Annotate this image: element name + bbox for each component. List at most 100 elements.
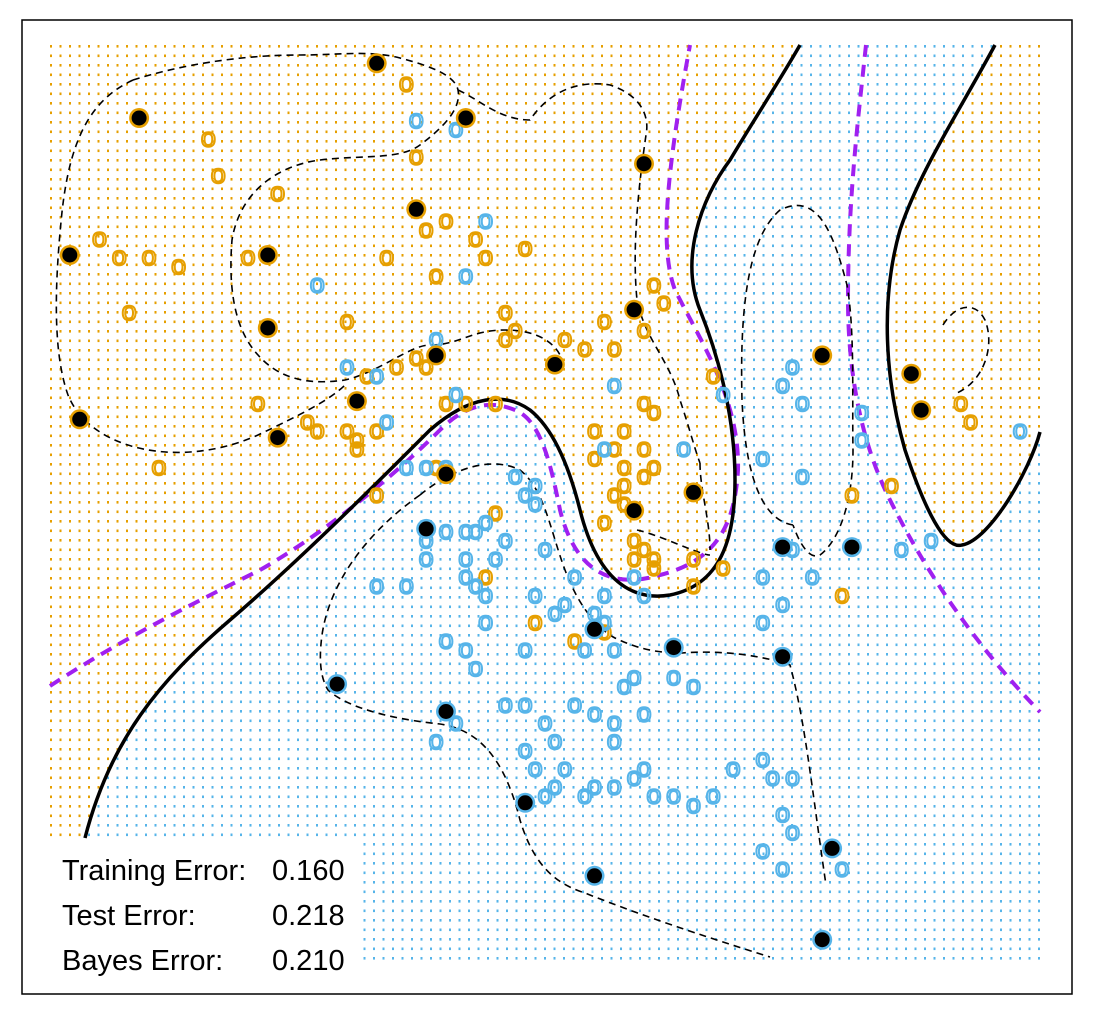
- grid-dot-blue: [914, 102, 917, 105]
- grid-dot-orange: [572, 339, 575, 343]
- grid-dot-orange: [297, 206, 299, 210]
- grid-dot-orange: [449, 83, 451, 86]
- grid-dot-blue: [1038, 472, 1040, 476]
- grid-dot-orange: [601, 330, 603, 333]
- grid-dot-blue: [762, 168, 765, 172]
- grid-dot-blue: [810, 45, 812, 48]
- grid-dot-blue: [924, 140, 926, 143]
- grid-dot-orange: [610, 482, 613, 485]
- grid-dot-orange: [686, 482, 689, 485]
- grid-dot-orange: [477, 320, 480, 324]
- grid-dot-orange: [363, 45, 366, 48]
- grid-dot-orange: [126, 301, 128, 305]
- grid-dot-orange: [971, 235, 974, 238]
- grid-dot-orange: [259, 206, 261, 210]
- grid-dot-orange: [401, 358, 404, 362]
- grid-dot-orange: [287, 168, 290, 172]
- grid-dot-orange: [126, 320, 128, 324]
- grid-dot-orange: [629, 73, 632, 77]
- grid-dot-blue: [477, 472, 480, 476]
- grid-dot-orange: [971, 387, 974, 390]
- grid-dot-orange: [230, 292, 233, 295]
- grid-dot-blue: [829, 396, 831, 400]
- grid-dot-blue: [810, 349, 812, 352]
- grid-dot-orange: [990, 263, 993, 267]
- grid-dot-blue: [867, 244, 869, 248]
- grid-dot-orange: [1009, 92, 1012, 96]
- grid-dot-orange: [1000, 140, 1002, 143]
- grid-dot-orange: [306, 121, 309, 124]
- grid-dot-orange: [610, 92, 613, 96]
- grid-dot-orange: [715, 64, 717, 67]
- grid-dot-orange: [173, 121, 176, 124]
- grid-dot-blue: [420, 472, 423, 476]
- grid-dot-orange: [335, 178, 337, 181]
- grid-dot-blue: [905, 121, 907, 124]
- grid-dot-orange: [278, 415, 280, 419]
- grid-dot-orange: [667, 121, 670, 124]
- grid-dot-orange: [382, 282, 385, 286]
- grid-dot-orange: [420, 339, 423, 343]
- grid-dot-orange: [962, 358, 964, 362]
- grid-dot-orange: [306, 111, 309, 115]
- grid-dot-orange: [382, 254, 385, 257]
- grid-dot-orange: [278, 349, 280, 352]
- grid-dot-orange: [230, 358, 233, 362]
- grid-dot-orange: [990, 102, 993, 105]
- grid-dot-orange: [316, 225, 318, 229]
- grid-dot-orange: [164, 349, 166, 352]
- grid-dot-blue: [515, 463, 518, 466]
- grid-dot-blue: [734, 358, 736, 362]
- grid-dot-orange: [316, 92, 318, 96]
- grid-dot-orange: [335, 482, 337, 485]
- grid-dot-orange: [639, 130, 641, 134]
- grid-dot-blue: [876, 463, 879, 466]
- grid-dot-orange: [449, 244, 451, 248]
- grid-dot-orange: [154, 415, 157, 419]
- grid-dot-orange: [515, 216, 518, 219]
- grid-dot-orange: [449, 45, 451, 48]
- grid-dot-orange: [240, 225, 242, 229]
- grid-dot-orange: [145, 45, 147, 48]
- grid-dot-blue: [439, 444, 442, 447]
- grid-dot-orange: [1009, 54, 1012, 58]
- grid-dot-orange: [648, 320, 651, 324]
- grid-dot-orange: [107, 54, 109, 58]
- grid-dot-orange: [601, 273, 603, 276]
- grid-dot-orange: [629, 149, 632, 153]
- grid-dot-blue: [829, 83, 831, 86]
- grid-dot-orange: [382, 197, 385, 200]
- grid-dot-orange: [202, 73, 204, 77]
- grid-dot-orange: [278, 111, 280, 115]
- grid-dot-orange: [230, 320, 233, 324]
- grid-dot-orange: [962, 425, 964, 428]
- grid-dot-blue: [477, 444, 480, 447]
- grid-dot-orange: [525, 387, 527, 390]
- grid-dot-blue: [924, 83, 926, 86]
- grid-dot-blue: [439, 453, 442, 457]
- grid-dot-orange: [221, 387, 223, 390]
- grid-dot-orange: [183, 358, 185, 362]
- grid-dot-orange: [373, 225, 375, 229]
- grid-dot-orange: [107, 130, 109, 134]
- grid-dot-orange: [297, 216, 299, 219]
- grid-dot-orange: [354, 254, 356, 257]
- grid-dot-orange: [287, 387, 290, 390]
- grid-dot-orange: [658, 187, 660, 191]
- grid-dot-orange: [962, 178, 964, 181]
- grid-dot-orange: [211, 330, 214, 333]
- grid-dot-orange: [183, 159, 185, 162]
- grid-dot-orange: [572, 273, 575, 276]
- grid-dot-blue: [800, 292, 803, 295]
- grid-dot-orange: [325, 244, 328, 248]
- grid-dot-orange: [420, 73, 423, 77]
- grid-dot-orange: [952, 415, 955, 419]
- grid-dot-orange: [582, 216, 584, 219]
- grid-dot-blue: [810, 482, 812, 485]
- grid-dot-orange: [287, 149, 290, 153]
- grid-dot-orange: [145, 491, 147, 495]
- grid-dot-blue: [857, 339, 860, 343]
- grid-dot-orange: [363, 282, 366, 286]
- grid-dot-orange: [230, 130, 233, 134]
- grid-dot-blue: [819, 444, 822, 447]
